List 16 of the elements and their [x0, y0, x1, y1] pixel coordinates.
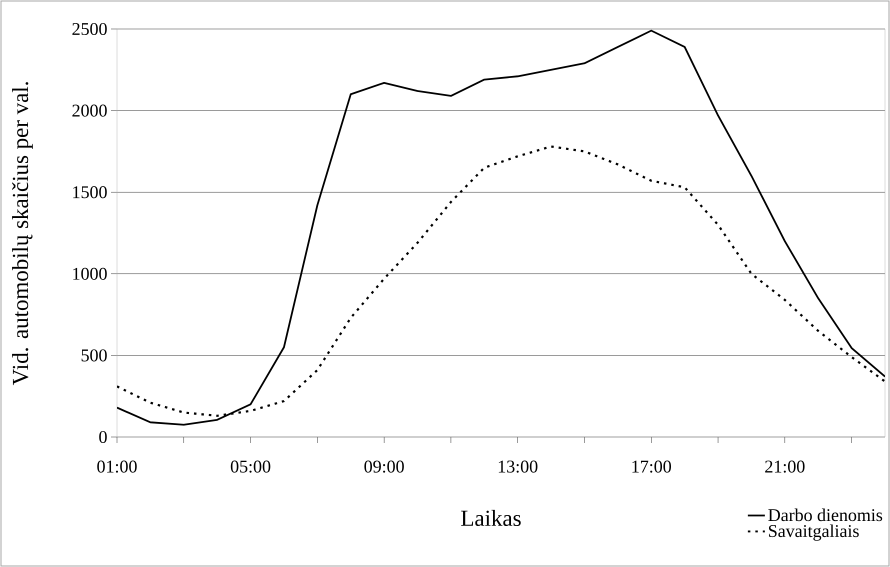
y-tick-label: 1000	[73, 268, 107, 280]
y-tick-label: 0	[99, 430, 107, 444]
x-tick-label: 17:00	[632, 460, 672, 473]
x-tick-label: 01:00	[97, 460, 137, 473]
legend-label: Darbo dienomis	[768, 508, 882, 522]
x-tick-label: 21:00	[765, 460, 805, 473]
y-tick-label: 2500	[72, 22, 107, 36]
y-tick-label: 2000	[72, 104, 107, 117]
x-tick-label: 05:00	[230, 460, 270, 473]
x-axis-title: Laikas	[461, 510, 521, 526]
y-tick-label: 500	[82, 349, 107, 362]
x-tick-label: 09:00	[364, 460, 404, 473]
legend-label: Savaitgaliais	[768, 524, 859, 541]
y-tick-label: 1500	[73, 186, 107, 198]
x-tick-label: 13:00	[498, 460, 538, 473]
y-axis-title: Vid. automobilų skaičius per val.	[12, 82, 33, 386]
